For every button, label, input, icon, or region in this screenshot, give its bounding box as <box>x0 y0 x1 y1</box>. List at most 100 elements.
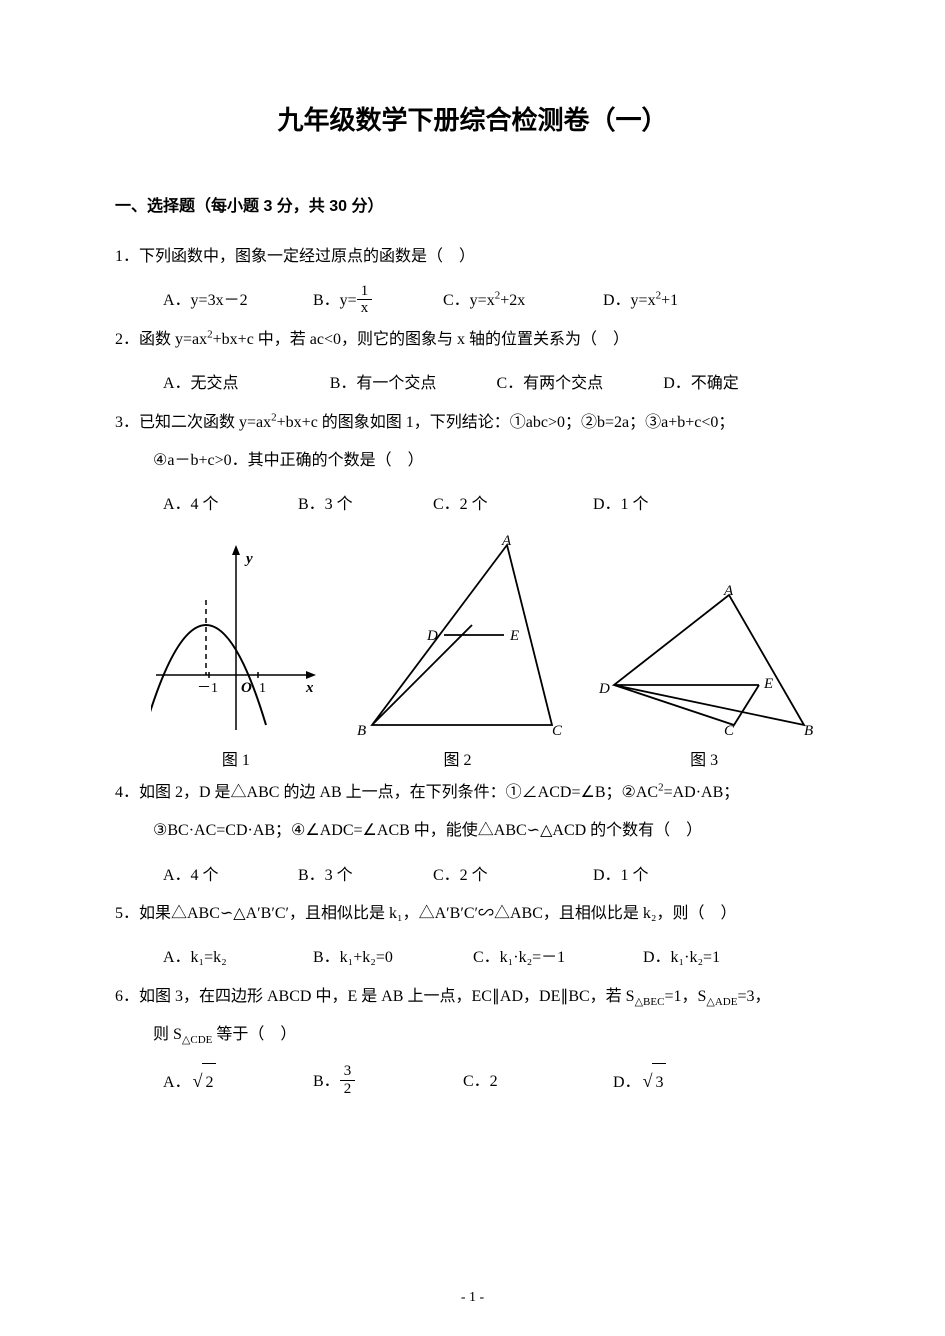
q1-b-num: 1 <box>357 283 373 301</box>
fig3-A: A <box>723 585 734 599</box>
fig1-lbl-neg1: －1 <box>197 681 218 696</box>
q1-text: 1．下列函数中，图象一定经过原点的函数是（ ） <box>115 238 830 276</box>
q1-d-1: D．y=x <box>603 292 656 309</box>
q1-opt-d: D．y=x2+1 <box>603 282 678 320</box>
q3-line1: 3．已知二次函数 y=ax2+bx+c 的图象如图 1，下列结论：①abc>0；… <box>115 404 830 442</box>
q4-opt-b: B．3 个 <box>298 857 433 895</box>
q6-opt-d: D． 3 <box>613 1060 666 1103</box>
fig2-D: D <box>426 628 438 644</box>
fig1-lbl-x: x <box>305 680 314 696</box>
q6-l1-sub2: △ADE <box>706 996 737 1008</box>
q2-opt-a: A．无交点 <box>163 365 330 403</box>
page-number: - 1 - <box>0 1290 945 1306</box>
fig3-B: B <box>804 723 813 735</box>
q6-d-rad: 3 <box>652 1063 666 1102</box>
fig2-caption: 图 2 <box>352 746 562 770</box>
q5-opt-a: A．k₁=k₂ <box>163 939 313 977</box>
q6-d-lbl: D． <box>613 1074 641 1091</box>
q6-line2: 则 S△CDE 等于（​ ） <box>115 1016 830 1054</box>
q4-l1-pre: 4．如图 2，D 是△ABC 的边 AB 上一点，在下列条件：①∠ACD=∠B；… <box>115 784 658 801</box>
q2-options: A．无交点 B．有一个交点 C．有两个交点 D．不确定 <box>115 365 830 403</box>
q6-options: A．2 B．32 C．2 D．3 <box>115 1060 830 1103</box>
q6-opt-c: C．2 <box>463 1063 613 1101</box>
q3-opt-c: C．2 个 <box>433 486 593 524</box>
q3-options: A．4 个 B．3 个 C．2 个 D．1 个 <box>115 486 830 524</box>
fig1-arrow-x <box>306 671 316 679</box>
q5-opt-d: D．k₁·k₂=1 <box>643 939 720 977</box>
q6-a-lbl: A． <box>163 1074 191 1091</box>
q3-suffix: +bx+c 的图象如图 1，下列结论：①abc>0；②b=2a；③a+b+c<​… <box>277 414 735 431</box>
question-6: 6．如图 3，在四边形 ABCD 中，E 是 AB 上一点，EC∥AD，DE∥B… <box>115 978 830 1055</box>
q1-opt-c: C．y=x2+2x <box>443 282 603 320</box>
q6-b-n: 3 <box>340 1063 356 1081</box>
question-1: 1．下列函数中，图象一定经过原点的函数是（ ） <box>115 238 830 276</box>
figure-3: A B C D E 图 3 <box>594 585 814 770</box>
fig1-lbl-y: y <box>244 551 253 567</box>
q4-line2: ③BC·AC=CD·AB；④∠ADC=∠ACB 中，能使△ABC∽△ACD 的个… <box>115 812 830 850</box>
fig1-lbl-O: O <box>241 680 252 696</box>
q2-text: 2．函数 y=ax2+bx+c 中，若 ac<0，则它的图象与 x 轴的位置关系… <box>115 321 830 359</box>
q1-d-2: +1 <box>661 292 678 309</box>
q6-l2-sub: △CDE <box>182 1034 212 1046</box>
question-2: 2．函数 y=ax2+bx+c 中，若 ac<0，则它的图象与 x 轴的位置关系… <box>115 321 830 359</box>
q5-text: 5．如果△ABC∽△A′B′C′，且相似比是 k₁，△A′B′C′∽△ABC，且… <box>115 895 830 933</box>
q6-b-d: 2 <box>340 1081 356 1098</box>
fig2-lines <box>372 545 552 725</box>
q6-l1-mid: =1，S <box>664 988 706 1005</box>
fig2-A: A <box>501 535 512 549</box>
page-title: 九年级数学下册综合检测卷（一） <box>115 100 830 137</box>
q5-opt-b: B．k₁+k₂=0 <box>313 939 473 977</box>
q1-opt-b: B．y=1x <box>313 282 443 320</box>
q2-suffix: +bx+c 中，若 ac<0，则它的图象与 x 轴的位置关系为（ ） <box>213 331 629 348</box>
q2-opt-b: B．有一个交点 <box>330 365 497 403</box>
q3-opt-d: D．1 个 <box>593 486 728 524</box>
figures-row: －1 O 1 x y 图 1 A B C D E 图 2 A B C D E 图… <box>135 535 830 770</box>
fig1-lbl-1: 1 <box>259 681 266 696</box>
q6-l1-pre: 6．如图 3，在四边形 ABCD 中，E 是 AB 上一点，EC∥AD，DE∥B… <box>115 988 635 1005</box>
q3-opt-b: B．3 个 <box>298 486 433 524</box>
q4-options: A．4 个 B．3 个 C．2 个 D．1 个 <box>115 857 830 895</box>
q1-b-prefix: B．y= <box>313 292 357 309</box>
fig1-svg: －1 O 1 x y <box>151 545 321 735</box>
q1-b-den: x <box>357 300 373 317</box>
q6-l1-sub1: △BEC <box>635 996 665 1008</box>
q6-l1-suf: =3， <box>737 988 770 1005</box>
q5-opt-c: C．k₁·k₂=－1 <box>473 939 643 977</box>
q5-options: A．k₁=k₂ B．k₁+k₂=0 C．k₁·k₂=－1 D．k₁·k₂=1 <box>115 939 830 977</box>
q4-opt-d: D．1 个 <box>593 857 728 895</box>
q4-opt-a: A．4 个 <box>163 857 298 895</box>
q6-opt-a: A． 2 <box>163 1060 313 1103</box>
q1-c-2: +2x <box>500 292 525 309</box>
q4-opt-c: C．2 个 <box>433 857 593 895</box>
fig3-lines <box>614 595 804 725</box>
fig3-D: D <box>598 681 610 697</box>
fig2-B: B <box>357 723 366 735</box>
q6-l2-suf: 等于（​ ） <box>212 1026 296 1043</box>
q3-opt-a: A．4 个 <box>163 486 298 524</box>
q1-c-1: C．y=x <box>443 292 495 309</box>
q4-line1: 4．如图 2，D 是△ABC 的边 AB 上一点，在下列条件：①∠ACD=∠B；… <box>115 774 830 812</box>
fig3-caption: 图 3 <box>594 746 814 770</box>
q4-l1-suf: =AD·AB； <box>664 784 740 801</box>
figure-1: －1 O 1 x y 图 1 <box>151 545 321 770</box>
fig3-C: C <box>724 723 735 735</box>
section-header: 一、选择题（每小题 3 分，共 30 分） <box>115 192 830 216</box>
fig1-arrow-y <box>232 545 240 555</box>
q6-b-lbl: B． <box>313 1073 340 1090</box>
q6-l2-pre: 则 S <box>153 1026 182 1043</box>
fig2-C: C <box>552 723 562 735</box>
q2-opt-c: C．有两个交点 <box>497 365 664 403</box>
fig3-svg: A B C D E <box>594 585 814 735</box>
q3-prefix: 3．已知二次函数 y=ax <box>115 414 271 431</box>
q1-options: A．y=3x－2 B．y=1x C．y=x2+2x D．y=x2+1 <box>115 282 830 320</box>
fig1-caption: 图 1 <box>151 746 321 770</box>
question-5: 5．如果△ABC∽△A′B′C′，且相似比是 k₁，△A′B′C′∽△ABC，且… <box>115 895 830 933</box>
q6-line1: 6．如图 3，在四边形 ABCD 中，E 是 AB 上一点，EC∥AD，DE∥B… <box>115 978 830 1016</box>
fig3-E: E <box>763 676 773 692</box>
q2-opt-d: D．不确定 <box>663 365 830 403</box>
question-3: 3．已知二次函数 y=ax2+bx+c 的图象如图 1，下列结论：①abc>0；… <box>115 404 830 481</box>
figure-2: A B C D E 图 2 <box>352 535 562 770</box>
q6-opt-b: B．32 <box>313 1063 463 1101</box>
q6-a-rad: 2 <box>202 1063 216 1102</box>
fig2-svg: A B C D E <box>352 535 562 735</box>
